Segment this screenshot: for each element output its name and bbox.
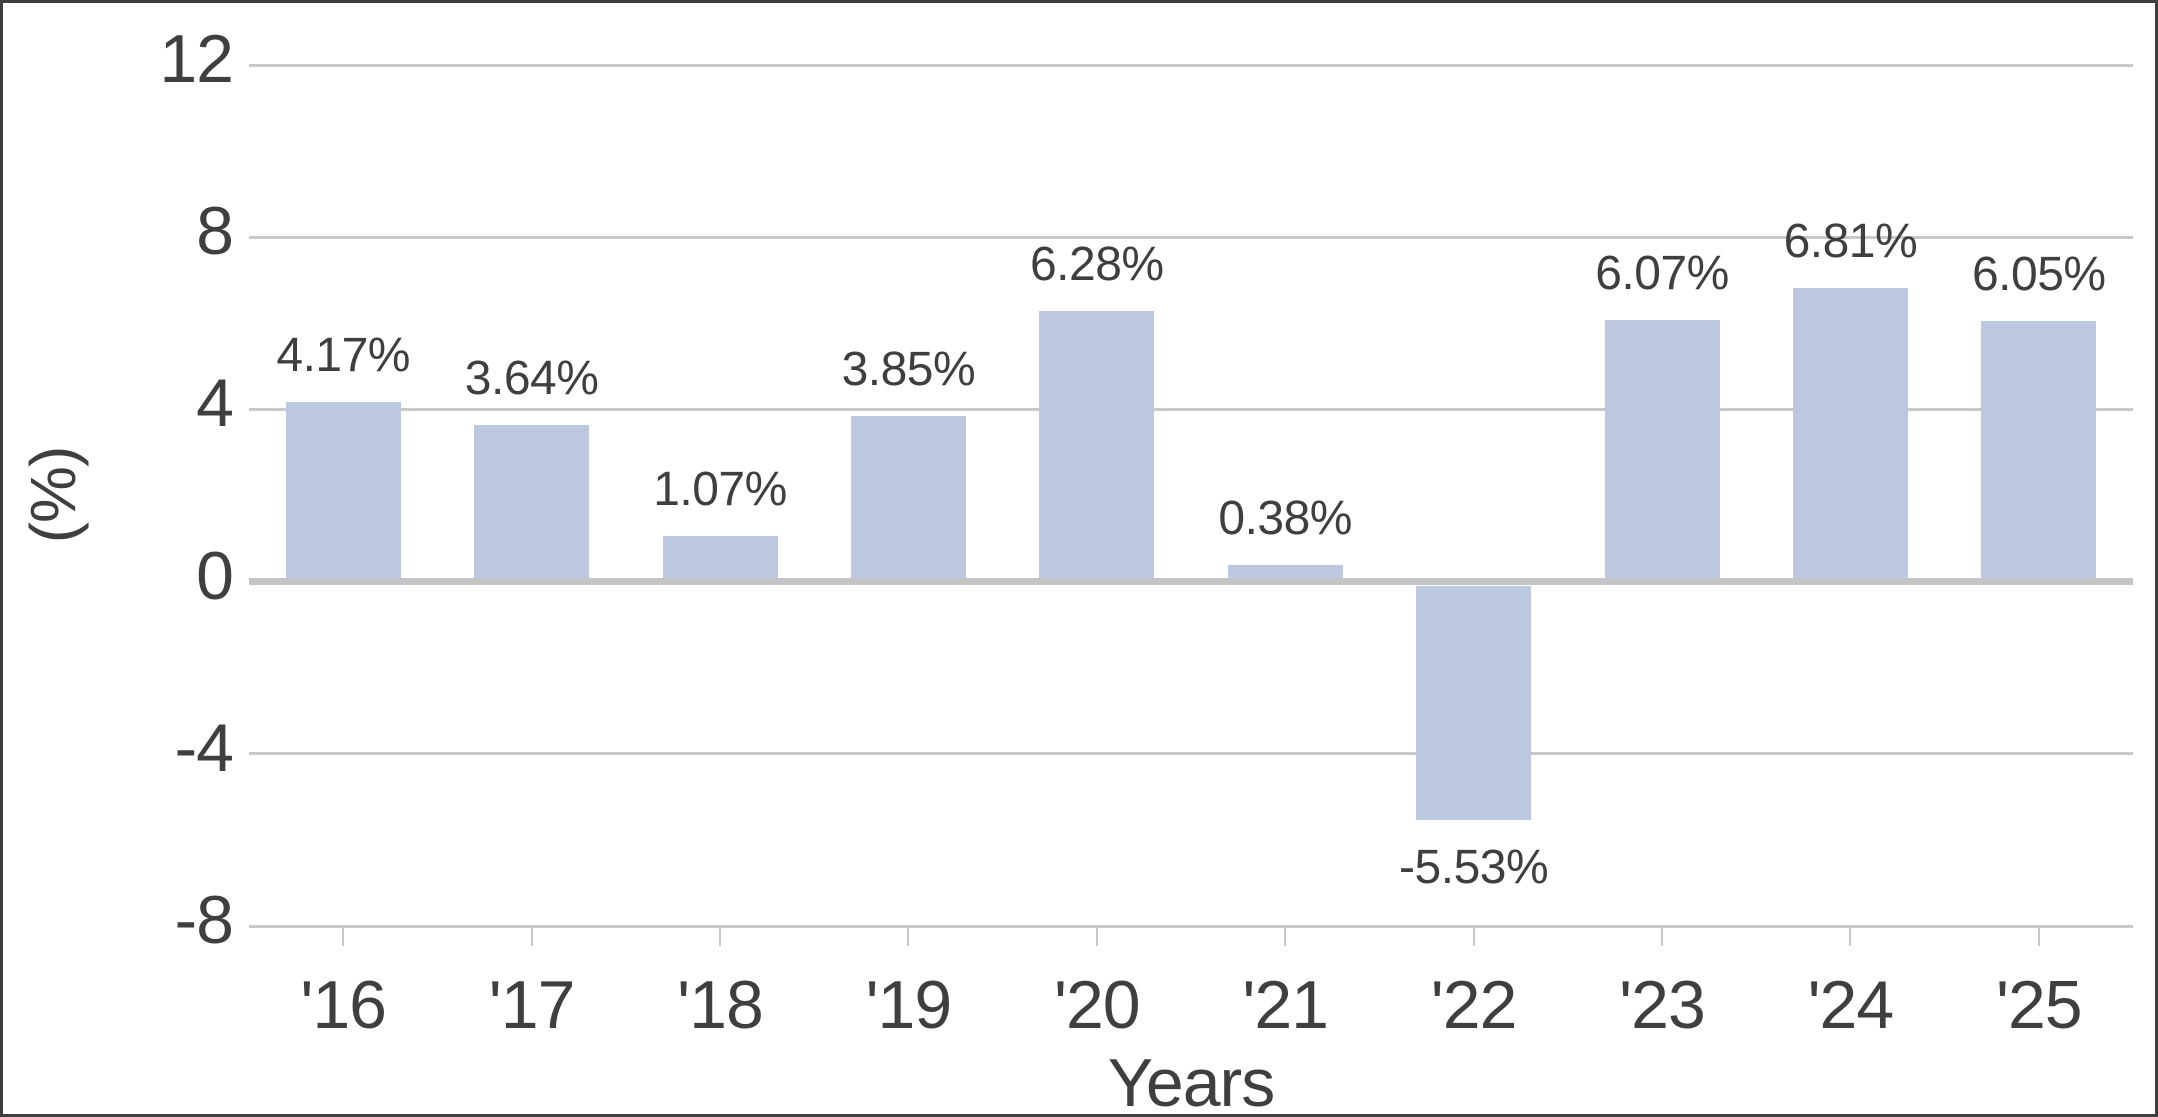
x-axis-tick-label: '16: [300, 967, 387, 1043]
y-axis-title: (%): [17, 446, 89, 544]
x-axis-tick: [2037, 928, 2040, 946]
gridline: [249, 63, 2133, 67]
bar-value-label: -5.53%: [1399, 840, 1549, 894]
bar[interactable]: [1039, 311, 1155, 578]
bar-value-label: 6.28%: [1029, 238, 1164, 292]
x-axis-tick: [1849, 928, 1852, 946]
x-axis-tick-label: '19: [865, 967, 953, 1043]
x-axis-tick: [1095, 928, 1098, 946]
x-axis-tick: [1661, 928, 1663, 946]
x-axis-tick-label: '20: [1053, 967, 1141, 1043]
y-axis-tick-label: 12: [159, 21, 234, 97]
x-axis-tick-label: '25: [1995, 967, 2083, 1043]
bar-value-label: 6.81%: [1783, 215, 1918, 269]
x-axis-tick-label: '24: [1807, 967, 1895, 1043]
y-axis-tick-label: 0: [196, 537, 234, 614]
bar-value-label: 6.05%: [1971, 248, 2106, 302]
x-axis-tick: [530, 928, 533, 946]
bar[interactable]: [850, 415, 966, 578]
gridline: [249, 924, 2133, 928]
y-axis-tick-label: -8: [174, 882, 234, 958]
bar-value-label: 3.85%: [841, 342, 976, 396]
y-axis-tick-label: -4: [174, 709, 234, 786]
x-axis-tick-label: '22: [1430, 967, 1518, 1043]
bar-value-label: 3.64%: [464, 351, 599, 405]
gridline: [249, 407, 2133, 411]
bar-value-label: 1.07%: [653, 462, 787, 516]
bar[interactable]: [1604, 320, 1720, 578]
x-axis-tick-label: '23: [1619, 967, 1706, 1043]
x-axis-tick-label: '21: [1242, 967, 1329, 1043]
x-axis-tick: [1284, 928, 1287, 946]
zero-baseline: [249, 578, 2133, 586]
x-axis-tick: [907, 928, 910, 946]
gridline: [249, 235, 2133, 239]
bar-value-label: 0.38%: [1218, 492, 1352, 546]
x-axis-tick-label: '17: [488, 967, 576, 1043]
bar[interactable]: [474, 424, 590, 578]
bar[interactable]: [285, 402, 401, 578]
x-axis-tick: [719, 928, 721, 946]
bar[interactable]: [1981, 321, 2097, 578]
bar[interactable]: [1416, 585, 1532, 820]
bar[interactable]: [1227, 565, 1343, 578]
bar-value-label: 6.07%: [1595, 247, 1729, 301]
bar[interactable]: [662, 535, 778, 578]
x-axis-title: Years: [1107, 1045, 1275, 1117]
bar[interactable]: [1792, 288, 1908, 578]
x-axis-tick-label: '18: [677, 967, 764, 1043]
x-axis-tick: [1472, 928, 1475, 946]
gridline: [249, 752, 2133, 756]
y-axis-tick-label: 8: [196, 193, 234, 270]
x-axis-tick: [342, 928, 345, 946]
bar-value-label: 4.17%: [276, 329, 410, 383]
y-axis-tick-label: 4: [196, 365, 234, 442]
